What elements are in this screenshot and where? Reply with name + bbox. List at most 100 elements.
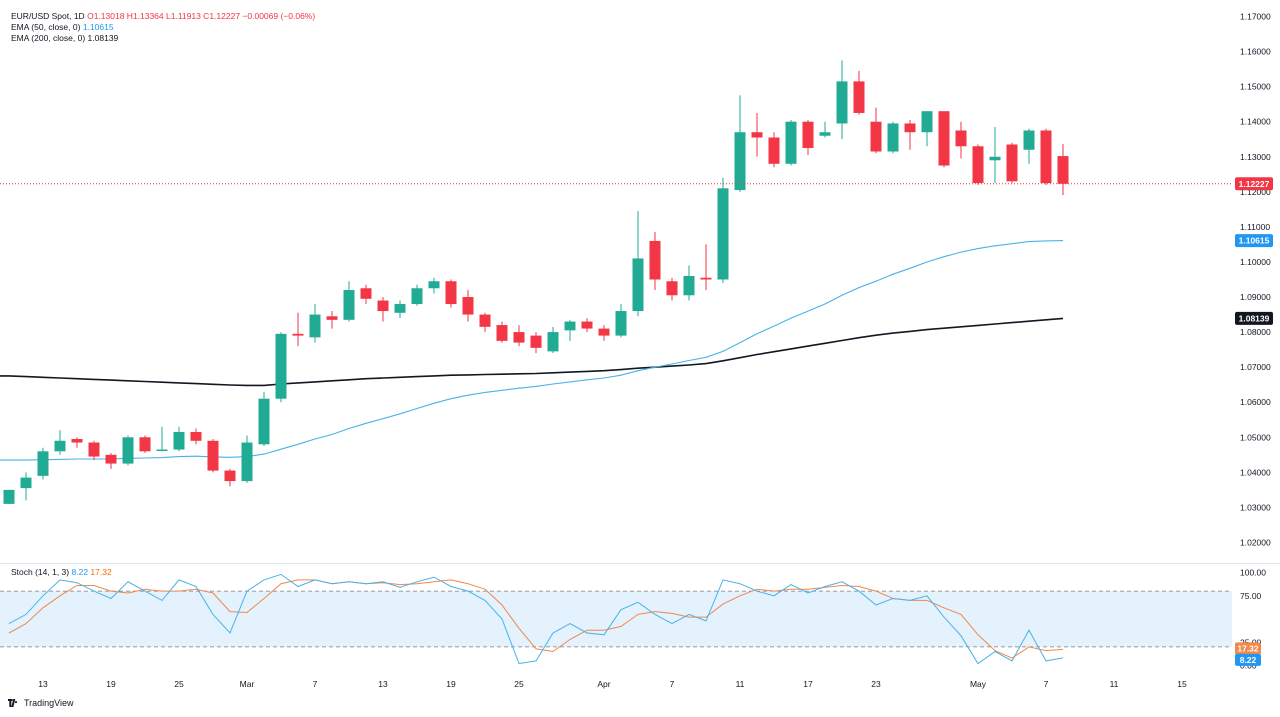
time-tick-label: 25 [174,679,184,689]
candle-body [768,137,780,164]
stoch-legend[interactable]: Stoch (14, 1, 3) 8.22 17.32 [11,567,112,578]
candle [836,60,848,140]
price-tick-label: 1.11000 [1240,222,1270,232]
symbol-label[interactable]: EUR/USD Spot, 1D [11,11,85,21]
candle-body [224,470,236,482]
candle [989,126,1001,184]
candle-body [37,451,49,476]
stoch-tick-label: 25.00 [1240,637,1262,647]
legend-symbol-row[interactable]: EUR/USD Spot, 1D O1.13018 H1.13364 L1.11… [11,11,315,22]
price-axis[interactable]: 1.02000 1.03000 1.04000 1.05000 1.06000 1.070… [1240,12,1271,548]
candle [258,391,270,447]
candle [224,468,236,487]
candle [904,119,916,150]
tradingview-brand[interactable]: TradingView [8,698,74,708]
candle-body [564,321,576,331]
time-axis[interactable]: 13 19 25 Mar 7 13 19 25 Apr 7 11 17 23 May 7 11 15 [38,679,1187,689]
candle [683,265,695,301]
candle [241,435,253,483]
ema50-line [0,240,1064,461]
candle-body [275,333,287,399]
candle [377,297,389,322]
candle [20,472,32,501]
candle [343,281,355,322]
stoch-k-badge-text: 8.22 [1240,655,1257,665]
price-tick-label: 1.07000 [1240,362,1271,372]
candle [1006,142,1018,184]
candle [3,489,15,504]
candle-body [615,311,627,336]
candle-body [292,333,304,336]
price-tick-label: 1.06000 [1240,397,1271,407]
candle-body [649,240,661,280]
candle-body [836,81,848,124]
price-tick-label: 1.09000 [1240,292,1271,302]
candle [360,284,372,305]
candle [717,177,729,283]
candle [598,325,610,341]
candle [309,304,321,343]
time-tick-label: 19 [446,679,456,689]
candle [768,132,780,168]
time-tick-label: 11 [1110,679,1119,689]
time-tick-label: 25 [514,679,524,689]
time-tick-label: 7 [670,679,675,689]
candle-body [71,439,83,443]
time-tick-label: 15 [1177,679,1187,689]
candle-body [734,132,746,191]
price-badges: 1.12227 1.10615 1.08139 [1235,177,1273,325]
price-tick-label: 1.16000 [1240,47,1271,57]
stoch-d-badge-text: 17.32 [1237,643,1259,653]
candle [139,435,151,454]
candle-body [190,432,202,441]
stoch-k-badge-bg [1235,653,1261,666]
time-tick-label: Apr [597,679,610,689]
ema200-label: EMA (200, close, 0) [11,33,86,43]
time-tick-label: Mar [240,679,255,689]
candle-body [241,442,253,482]
ema50-line-layer [0,240,1064,461]
candle-body [343,290,355,320]
candle [156,426,168,452]
candle-body [870,121,882,152]
stoch-d-line [8,579,1064,659]
candle [428,277,440,294]
candle-body [428,281,440,289]
candle [802,119,814,156]
candle [105,453,117,469]
candle [411,284,423,306]
candle [530,332,542,354]
candle [581,318,593,333]
candle [615,304,627,338]
candle-body [989,156,1001,161]
price-legend: EUR/USD Spot, 1D O1.13018 H1.13364 L1.11… [11,11,315,44]
candle [88,440,100,461]
candle [564,319,576,341]
price-tick-label: 1.10000 [1240,257,1271,267]
stoch-band-fill [0,591,1232,647]
stoch-label: Stoch (14, 1, 3) [11,567,70,577]
candle-body [88,442,100,457]
candle [870,107,882,154]
candle [394,300,406,319]
price-tick-label: 1.15000 [1240,82,1271,92]
candle [292,312,304,347]
legend-ema200-row[interactable]: EMA (200, close, 0) 1.08139 [11,33,315,44]
candle [649,232,661,291]
price-tick-label: 1.14000 [1240,117,1271,127]
candle-body [921,111,933,133]
candle-body [972,146,984,184]
candle [462,290,474,322]
legend-ema50-row[interactable]: EMA (50, close, 0) 1.10615 [11,22,315,33]
candle-body [377,300,389,312]
candle [819,121,831,138]
candle-body [20,477,32,489]
candle-body [955,130,967,147]
candle [173,426,185,452]
time-tick-label: 13 [38,679,48,689]
candle-body [173,432,185,450]
candle-body [309,314,321,338]
candle-body [496,325,508,341]
candle [666,277,678,301]
